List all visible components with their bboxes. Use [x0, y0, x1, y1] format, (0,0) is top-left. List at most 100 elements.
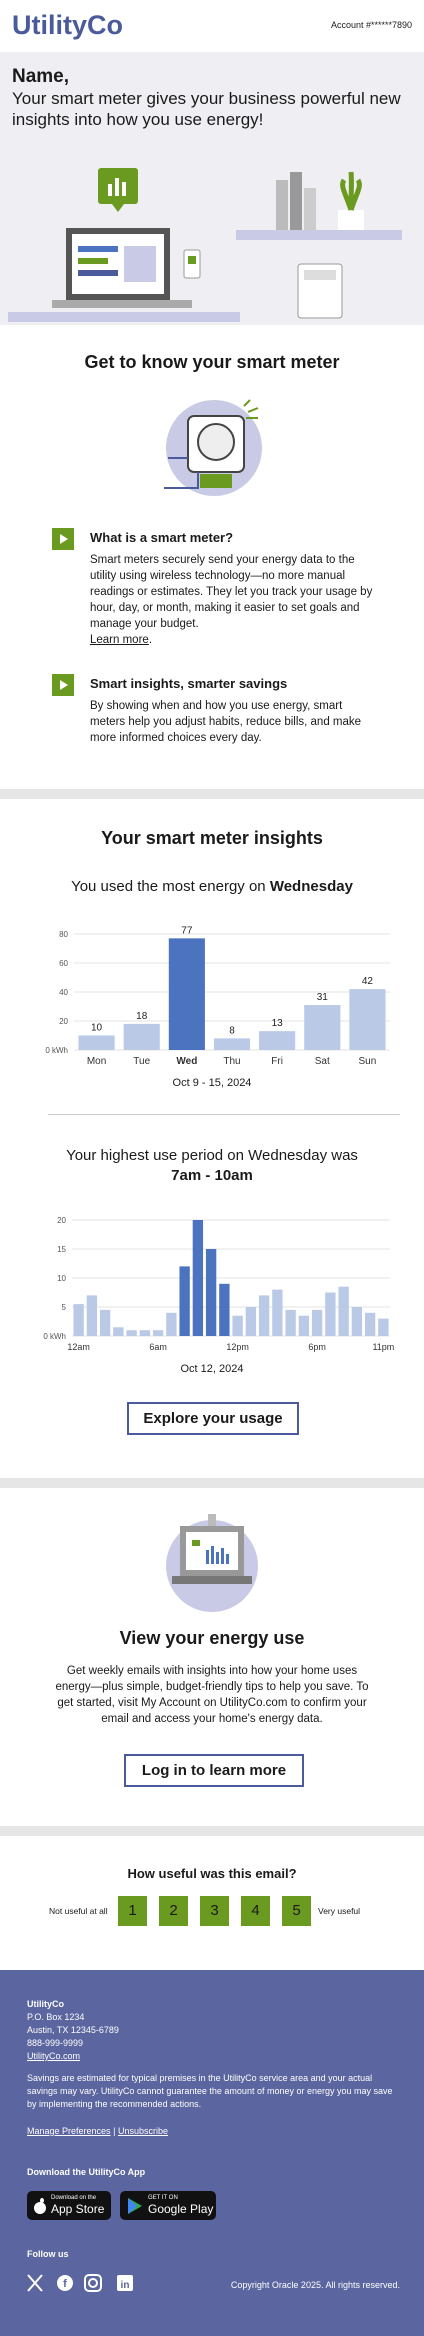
bar	[168, 938, 205, 1050]
bar	[378, 1318, 389, 1336]
y-tick-label: 20	[57, 1216, 66, 1225]
bar	[166, 1312, 177, 1336]
item-heading: What is a smart meter?	[90, 530, 234, 545]
value-label: 8	[229, 1025, 235, 1036]
apple-icon	[34, 2198, 46, 2214]
bar	[351, 1307, 363, 1336]
google-play-badge[interactable]: GET IT ON Google Play	[120, 2191, 216, 2220]
rating-option[interactable]: 4	[241, 1896, 270, 1926]
bar	[213, 1038, 251, 1050]
hero: Name, Your smart meter gives your busine…	[0, 52, 424, 325]
svg-text:in: in	[121, 2280, 130, 2291]
x-tick-label: 12pm	[226, 1342, 249, 1352]
bar	[73, 1304, 84, 1336]
explore-button[interactable]: Explore your usage	[127, 1402, 299, 1435]
bar	[245, 1307, 257, 1336]
section-title: View your energy use	[119, 1628, 305, 1648]
bar	[304, 1005, 341, 1050]
value-label: 77	[181, 925, 193, 936]
value-label: 31	[317, 992, 329, 1003]
bar	[219, 1283, 230, 1336]
separator	[0, 789, 424, 799]
headline-text: Your highest use period on Wednesday was	[66, 1147, 358, 1164]
footer-website[interactable]: UtilityCo.com	[27, 2051, 81, 2061]
account-number: Account #******7890	[330, 20, 412, 30]
rating-option[interactable]: 1	[118, 1896, 147, 1926]
x-tick-label: Wed	[176, 1056, 197, 1067]
weekly-chart: 0 kWh 20 40 60 80 10 Mon 18 Tue 77 Wed 8 Thu 13 Fri 31 S…	[45, 925, 390, 1067]
hourly-chart: 0 kWh 5 10 15 20 12am 6am 12pm 6pm 11pm	[43, 1216, 394, 1352]
bar	[258, 1295, 270, 1336]
footer-phone: 888-999-9999	[27, 2038, 84, 2048]
y-tick-label: 80	[59, 930, 68, 939]
rating-option[interactable]: 2	[159, 1896, 188, 1926]
badge-small: GET IT ON	[148, 2195, 178, 2201]
rating-option[interactable]: 3	[200, 1896, 229, 1926]
app-title: Download the UtilityCo App	[27, 2167, 146, 2177]
hero-illustration	[8, 168, 402, 322]
x-tick-label: 6pm	[308, 1342, 326, 1352]
x-tick-label: 12am	[67, 1342, 90, 1352]
bar	[338, 1286, 349, 1336]
play-icon	[128, 2198, 142, 2214]
x-tick-label: 6am	[149, 1342, 167, 1352]
separator	[0, 1478, 424, 1488]
bar	[285, 1309, 296, 1336]
scale-high: Very useful	[318, 1906, 361, 1916]
bar	[126, 1330, 137, 1336]
link-divider: |	[113, 2126, 116, 2136]
bar	[259, 1031, 296, 1050]
value-label: 42	[362, 976, 374, 987]
survey-question: How useful was this email?	[127, 1866, 297, 1881]
svg-text:f: f	[63, 2278, 67, 2290]
y-tick-label: 60	[59, 959, 68, 968]
bar	[123, 1023, 160, 1050]
headline-text: You used the most energy on	[71, 878, 266, 895]
login-button[interactable]: Log in to learn more	[124, 1754, 304, 1787]
section-title: Your smart meter insights	[101, 828, 323, 848]
app-store-badge[interactable]: Download on the App Store	[27, 2191, 111, 2220]
link-end: .	[148, 634, 153, 646]
hero-text: Your smart meter gives your business pow…	[12, 89, 401, 129]
follow-title: Follow us	[27, 2249, 69, 2259]
bullet-icon	[52, 674, 74, 696]
bar	[179, 1266, 190, 1336]
copyright: Copyright Oracle 2025. All rights reserv…	[230, 2280, 400, 2290]
y-tick-label: 0 kWh	[45, 1046, 68, 1055]
x-tick-label: Sat	[315, 1056, 330, 1067]
rating-option[interactable]: 5	[282, 1896, 311, 1926]
chart-date: Oct 12, 2024	[180, 1363, 244, 1375]
bar	[139, 1330, 151, 1336]
learn-more-link[interactable]: Learn more	[90, 634, 149, 646]
y-tick-label: 10	[57, 1274, 66, 1283]
x-tick-label: 11pm	[372, 1342, 394, 1352]
bar	[232, 1315, 243, 1336]
bar	[272, 1289, 283, 1336]
footer-address: P.O. Box 1234	[27, 2012, 85, 2022]
bar	[298, 1315, 310, 1336]
usage-text: Get weekly emails with insights into how…	[55, 1665, 369, 1725]
badge-label: App Store	[51, 2202, 105, 2216]
item-heading: Smart insights, smarter savings	[90, 676, 288, 691]
value-label: 18	[136, 1011, 148, 1022]
manage-link[interactable]: Manage Preferences	[27, 2126, 111, 2136]
y-tick-label: 15	[57, 1245, 66, 1254]
unsubscribe-link[interactable]: Unsubscribe	[117, 2126, 168, 2136]
hourly-headline: Your highest use period on Wednesday was…	[0, 1146, 424, 1186]
x-tick-label: Sun	[359, 1056, 377, 1067]
footer-address: Austin, TX 12345-6789	[27, 2025, 119, 2035]
scale-low: Not useful at all	[49, 1906, 108, 1916]
x-tick-label: Tue	[133, 1056, 150, 1067]
bullet-icon	[52, 528, 74, 550]
section-title: Get to know your smart meter	[84, 352, 340, 372]
badge-label: Google Play	[148, 2202, 214, 2216]
bar	[325, 1292, 336, 1336]
bar	[349, 989, 386, 1050]
social-icons[interactable]: f in	[27, 2274, 137, 2292]
meter-illustration	[164, 399, 262, 496]
y-tick-label: 20	[59, 1017, 68, 1026]
badge-small: Download on the	[51, 2195, 97, 2201]
x-tick-label: Mon	[87, 1056, 106, 1067]
item-text: Smart meters securely send your energy d…	[90, 552, 380, 648]
